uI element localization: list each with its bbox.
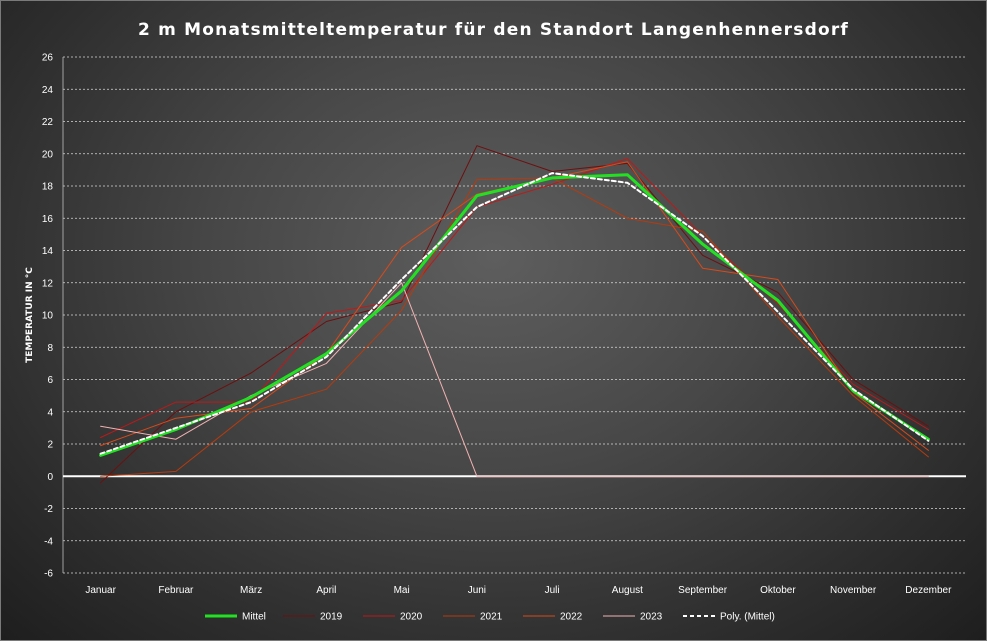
y-tick-label: 14 (42, 246, 54, 257)
series-line-poly-mittel (99, 172, 930, 455)
legend-item: 2023 (603, 612, 663, 623)
x-axis-ticks: Januar Februar März April Mai Juni Juli August S… (85, 585, 952, 596)
x-tick-label: Mai (394, 585, 410, 596)
legend-label: Poly. (Mittel) (720, 612, 775, 623)
legend-label: 2022 (560, 612, 583, 623)
x-tick-label: Oktober (760, 585, 796, 596)
y-tick-label: 26 (42, 53, 54, 64)
x-tick-label: Februar (158, 585, 194, 596)
y-tick-label: 12 (42, 278, 54, 289)
x-tick-label: Januar (85, 585, 116, 596)
legend-label: 2023 (640, 612, 663, 623)
x-tick-label: November (830, 585, 877, 596)
y-tick-label: 18 (42, 182, 54, 193)
legend-item: 2019 (283, 612, 343, 623)
legend: Mittel 2019 2020 2021 2022 2023 Poly. (Mittel) (205, 612, 775, 623)
y-tick-label: 24 (42, 85, 54, 96)
y-tick-label: 6 (47, 375, 53, 386)
y-tick-label: 20 (42, 149, 54, 160)
legend-item: 2020 (363, 612, 423, 623)
legend-item: Mittel (205, 612, 266, 623)
x-tick-label: Juli (545, 585, 560, 596)
y-tick-label: 16 (42, 214, 54, 225)
legend-item: 2022 (523, 612, 583, 623)
legend-label: 2020 (400, 612, 423, 623)
x-tick-label: April (316, 585, 336, 596)
y-tick-label: -4 (44, 536, 53, 547)
series-line-2021 (100, 177, 929, 477)
legend-label: 2019 (320, 612, 343, 623)
x-tick-label: Juni (468, 585, 486, 596)
chart-title: 2 m Monatsmitteltemperatur für den Stand… (137, 20, 850, 40)
legend-label: 2021 (480, 612, 503, 623)
legend-item: 2021 (443, 612, 503, 623)
legend-item: Poly. (Mittel) (683, 612, 775, 623)
x-tick-label: März (240, 585, 262, 596)
series-line-mittel (99, 173, 930, 457)
y-tick-label: -6 (44, 569, 53, 580)
y-tick-label: 22 (42, 117, 54, 128)
y-tick-label: 0 (47, 472, 53, 483)
x-tick-label: September (678, 585, 728, 596)
y-tick-label: 4 (47, 407, 53, 418)
x-tick-label: August (612, 585, 643, 596)
y-tick-label: 8 (47, 343, 53, 354)
x-tick-label: Dezember (905, 585, 952, 596)
series-line-2019 (100, 145, 929, 484)
legend-label: Mittel (242, 612, 266, 623)
gridlines (62, 56, 966, 574)
series-line-2020 (100, 158, 929, 438)
y-tick-label: 2 (47, 440, 53, 451)
series-layer (99, 145, 930, 484)
y-tick-label: 10 (42, 311, 54, 322)
y-tick-label: -2 (44, 504, 53, 515)
